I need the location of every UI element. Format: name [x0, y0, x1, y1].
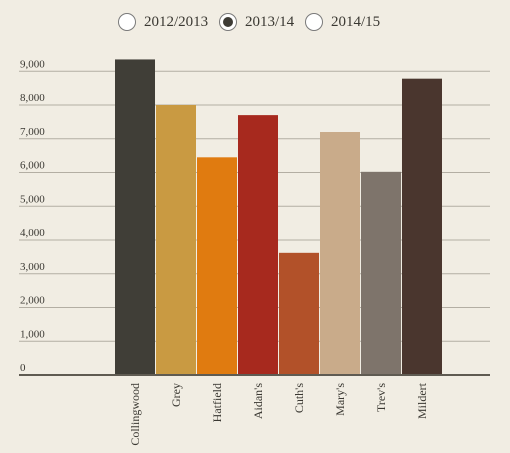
radio-label: 2013/14 [245, 13, 295, 30]
bar-mildert [402, 78, 442, 376]
y-tick-label: 1,000 [20, 328, 45, 340]
y-tick-label: 5,000 [20, 193, 45, 205]
radio-button-icon[interactable] [118, 13, 136, 31]
x-tick-label: Collingwood [128, 383, 142, 446]
bar-cuths [279, 252, 319, 375]
y-tick-label: 4,000 [20, 227, 45, 239]
radio-label: 2012/2013 [144, 13, 209, 30]
y-tick-label: 9,000 [20, 58, 45, 70]
radio-option-2012-2013[interactable]: 2012/2013 [118, 10, 208, 34]
bar-trevs [361, 171, 401, 375]
bar-marys [320, 132, 360, 375]
radio-button-icon[interactable] [305, 13, 323, 31]
radio-option-2013-14[interactable]: 2013/14 [219, 10, 294, 34]
y-tick-label: 3,000 [20, 261, 45, 273]
y-tick-label: 2,000 [20, 295, 45, 307]
x-tick-label: Mary's [333, 383, 347, 416]
x-tick-label: Grey [169, 383, 183, 407]
radio-option-2014-15[interactable]: 2014/15 [305, 10, 380, 34]
bar-collingwood [115, 59, 155, 375]
y-tick-label: 7,000 [20, 126, 45, 138]
bar-aidans [238, 115, 278, 375]
bar-hatfield [197, 157, 237, 375]
y-tick-label: 0 [20, 362, 26, 374]
x-tick-label: Mildert [415, 382, 429, 419]
radio-label: 2014/15 [331, 13, 381, 30]
x-tick-label: Hatfield [210, 383, 224, 422]
radio-button-selected-icon[interactable] [219, 13, 237, 31]
x-tick-label: Cuth's [292, 383, 306, 414]
y-tick-label: 8,000 [20, 92, 45, 104]
bar-grey [156, 105, 196, 375]
x-tick-label: Trev's [374, 383, 388, 412]
x-tick-label: Aidan's [251, 383, 265, 419]
series-selector: 2012/2013 2013/14 2014/15 [0, 10, 510, 34]
y-tick-label: 6,000 [20, 160, 45, 172]
